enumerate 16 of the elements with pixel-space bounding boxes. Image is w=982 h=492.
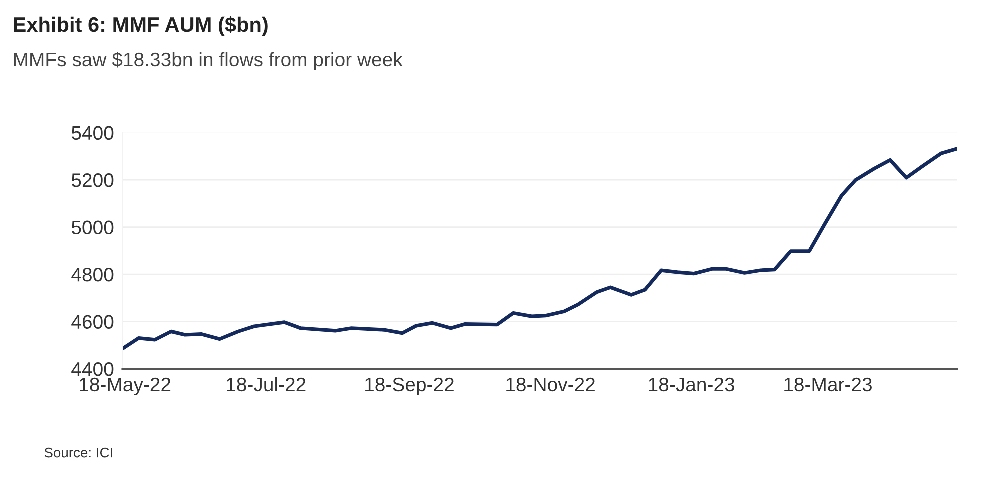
- y-tick-label: 4800: [72, 268, 114, 282]
- x-tick-label: 18-May-22: [80, 378, 171, 396]
- y-tick-label: 5000: [72, 220, 114, 235]
- x-tick-label: 18-Jan-23: [649, 378, 734, 392]
- y-tick-label: 4400: [72, 362, 114, 376]
- y-tick-label: 5400: [72, 126, 114, 140]
- x-tick-label: 18-Mar-23: [784, 378, 872, 392]
- y-tick-label: 4600: [72, 315, 114, 330]
- y-tick-label: 5200: [72, 174, 114, 188]
- chart-subtitle: MMFs saw $18.33bn in flows from prior week: [14, 52, 403, 70]
- chart-title: Exhibit 6: MMF AUM ($bn): [14, 16, 268, 36]
- line-series: [122, 147, 958, 351]
- source-note: Source: ICI: [44, 448, 112, 458]
- x-tick-label: 18-Jul-22: [227, 377, 306, 392]
- x-tick-label: 18-Sep-22: [366, 378, 454, 396]
- x-tick-label: 18-Nov-22: [506, 378, 595, 392]
